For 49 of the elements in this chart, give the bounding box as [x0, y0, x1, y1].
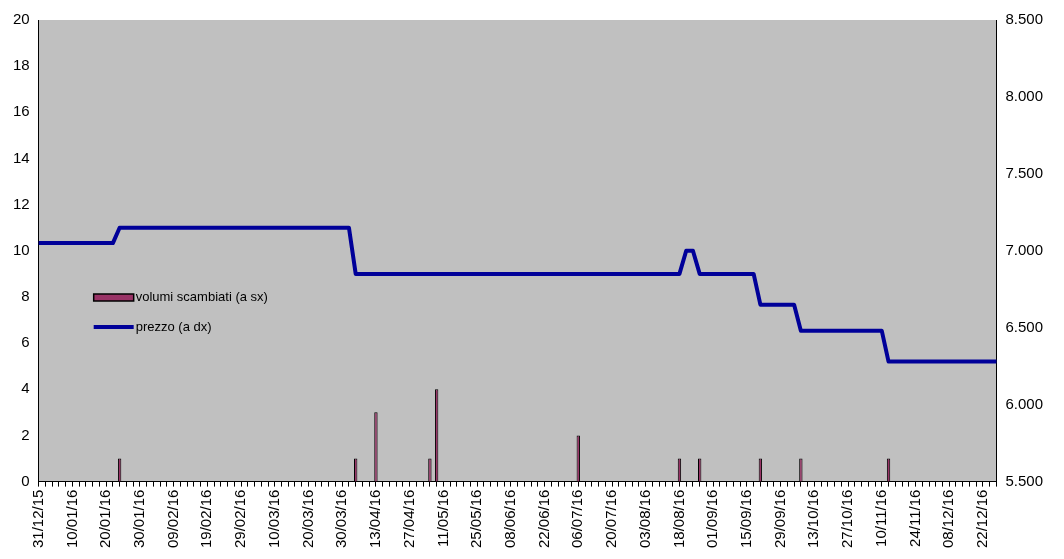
x-tick-label: 19/02/16 — [197, 489, 215, 548]
x-tick-label: 06/07/16 — [568, 489, 586, 548]
x-tick-label: 30/03/16 — [332, 489, 350, 548]
x-tick-label: 10/03/16 — [264, 489, 282, 548]
x-tick-label: 30/01/16 — [130, 489, 147, 548]
y-tick-label: 16 — [13, 102, 30, 120]
x-tick-label: 13/10/16 — [804, 489, 822, 548]
y2-tick-label: 7.500 — [1005, 164, 1044, 182]
legend-label: volumi scambiati (a sx) — [135, 288, 268, 304]
y2-tick-label: 6.500 — [1005, 317, 1044, 335]
x-tick-label: 15/09/16 — [737, 489, 755, 548]
y2-tick-label: 8.500 — [1005, 10, 1044, 28]
y-tick-label: 10 — [13, 240, 30, 258]
x-tick-label: 10/11/16 — [871, 489, 889, 547]
y2-tick-label: 6.000 — [1005, 394, 1044, 412]
y-tick-label: 12 — [13, 194, 30, 212]
y-tick-label: 20 — [13, 10, 30, 28]
x-tick-label: 29/02/16 — [231, 489, 249, 548]
x-tick-label: 31/12/15 — [28, 489, 46, 548]
y-tick-label: 0 — [21, 471, 30, 489]
y-tick-label: 2 — [21, 425, 30, 443]
x-tick-label: 27/10/16 — [838, 489, 856, 548]
x-tick-label: 13/04/16 — [366, 489, 384, 548]
x-tick-label: 10/01/16 — [62, 489, 80, 548]
x-tick-label: 20/07/16 — [602, 489, 620, 548]
x-tick-label: 08/06/16 — [500, 489, 518, 548]
x-tick-label: 22/12/16 — [973, 489, 991, 548]
x-tick-label: 27/04/16 — [399, 489, 417, 548]
x-tick-label: 22/06/16 — [534, 489, 552, 548]
y-tick-label: 14 — [13, 148, 30, 166]
x-tick-label: 20/01/16 — [96, 489, 114, 548]
y2-tick-label: 7.000 — [1005, 240, 1044, 258]
y2-tick-label: 5.500 — [1005, 471, 1044, 489]
x-tick-label: 03/08/16 — [635, 489, 653, 548]
legend-label: prezzo (a dx) — [135, 318, 212, 334]
x-tick-label: 18/08/16 — [669, 489, 687, 548]
x-tick-label: 29/09/16 — [770, 489, 788, 548]
y2-tick-label: 8.000 — [1005, 87, 1044, 105]
y-tick-label: 4 — [21, 379, 30, 397]
x-tick-label: 01/09/16 — [703, 489, 721, 548]
x-tick-label: 20/03/16 — [298, 489, 316, 548]
x-tick-label: 25/05/16 — [467, 489, 485, 548]
x-tick-label: 09/02/16 — [163, 489, 181, 548]
x-tick-label: 08/12/16 — [939, 489, 957, 548]
x-tick-label: 24/11/16 — [905, 489, 923, 547]
x-tick-label: 11/05/16 — [433, 489, 451, 547]
y-tick-label: 8 — [21, 287, 30, 305]
y-tick-label: 18 — [13, 56, 30, 74]
y-tick-label: 6 — [21, 333, 30, 351]
